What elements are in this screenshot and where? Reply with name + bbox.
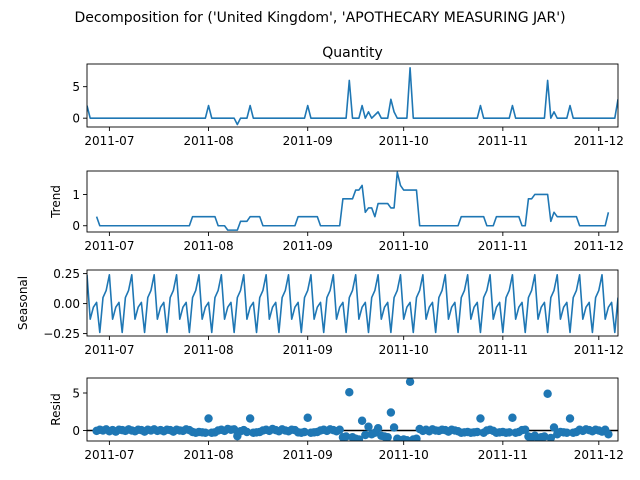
resid-point xyxy=(229,425,239,434)
seasonal-data xyxy=(87,274,618,334)
trend-ylabel: Trend xyxy=(49,185,63,219)
trend-xtick-label: 2011-09 xyxy=(283,239,333,253)
trend-ytick-label: 0 xyxy=(72,219,80,233)
quantity-ytick-label: 0 xyxy=(72,111,80,125)
trend-xtick-label: 2011-08 xyxy=(183,239,233,253)
panel-trend: 0 1 2011-07 2011-08 2011-09 2011-10 2011-11 201… xyxy=(49,170,624,253)
quantity-line xyxy=(87,66,618,126)
trend-xtick-label: 2011-07 xyxy=(84,239,134,253)
resid-point xyxy=(473,427,482,437)
resid-point xyxy=(521,425,530,434)
resid-ylabel: Resid xyxy=(49,393,63,425)
quantity-title: Quantity xyxy=(322,45,383,61)
quantity-xtick-label: 2011-09 xyxy=(283,134,333,148)
resid-point xyxy=(505,428,514,437)
quantity-xtick-label: 2011-12 xyxy=(574,134,624,148)
seasonal-ylabel: Seasonal xyxy=(16,276,30,330)
seasonal-xtick-label: 2011-07 xyxy=(84,343,134,357)
seasonal-frame xyxy=(86,269,619,337)
resid-point xyxy=(476,414,485,423)
resid-ytick-label: 0 xyxy=(72,424,80,438)
resid-point xyxy=(335,425,344,434)
resid-point xyxy=(402,436,412,441)
resid-point xyxy=(364,422,373,431)
quantity-xtick-label: 2011-08 xyxy=(183,134,233,148)
seasonal-xtick-label: 2011-10 xyxy=(379,343,429,357)
resid-point xyxy=(300,427,309,437)
resid-point xyxy=(389,423,399,432)
resid-point xyxy=(540,432,549,441)
resid-point xyxy=(341,432,351,441)
resid-point xyxy=(508,413,517,422)
seasonal-xtick-label: 2011-11 xyxy=(478,343,528,357)
resid-point xyxy=(412,434,421,441)
resid-point xyxy=(565,414,575,423)
figure-title: Decomposition for ('United Kingdom', 'AP… xyxy=(74,10,565,26)
trend-frame xyxy=(86,170,619,233)
resid-data xyxy=(87,378,618,441)
resid-point xyxy=(204,414,213,423)
seasonal-xtick-label: 2011-08 xyxy=(183,343,233,357)
seasonal-xtick-label: 2011-09 xyxy=(283,343,333,357)
quantity-ytick-label: 5 xyxy=(72,80,80,94)
resid-frame xyxy=(86,377,619,442)
trend-xtick-label: 2011-12 xyxy=(574,239,624,253)
resid-point xyxy=(604,430,613,439)
seasonal-line xyxy=(87,274,618,334)
trend-data xyxy=(95,171,610,231)
trend-ytick-label: 1 xyxy=(72,188,80,202)
resid-point xyxy=(361,430,370,440)
resid-point xyxy=(562,428,572,437)
resid-point xyxy=(549,423,559,432)
resid-point xyxy=(354,435,364,441)
resid-point xyxy=(303,413,312,422)
panel-quantity: 0 5 2011-07 2011-08 2011-09 2011-10 2011-11 201… xyxy=(72,45,624,148)
resid-xtick-label: 2011-12 xyxy=(574,448,624,462)
seasonal-xtick-label: 2011-12 xyxy=(574,343,624,357)
resid-xtick-label: 2011-09 xyxy=(283,448,333,462)
resid-point xyxy=(345,388,354,397)
resid-point xyxy=(373,424,383,433)
seasonal-ytick-label: −0.25 xyxy=(43,327,80,341)
quantity-data xyxy=(87,66,618,126)
resid-xtick-label: 2011-08 xyxy=(183,448,233,462)
resid-xtick-label: 2011-07 xyxy=(84,448,134,462)
panel-seasonal: 0.25 0.00 −0.25 2011-07 2011-08 2011-09 2011-1… xyxy=(16,267,624,357)
resid-ytick-label: 5 xyxy=(72,386,80,400)
quantity-frame xyxy=(86,63,619,128)
quantity-xtick-label: 2011-11 xyxy=(478,134,528,148)
resid-point xyxy=(386,408,396,417)
quantity-xtick-label: 2011-07 xyxy=(84,134,134,148)
resid-xtick-label: 2011-11 xyxy=(478,448,528,462)
panels: 0 5 2011-07 2011-08 2011-09 2011-10 2011-11 201… xyxy=(16,45,624,462)
resid-point xyxy=(383,433,392,441)
resid-point xyxy=(245,414,255,423)
resid-xtick-label: 2011-10 xyxy=(379,448,429,462)
trend-line xyxy=(95,171,610,231)
quantity-xtick-label: 2011-10 xyxy=(379,134,429,148)
resid-point xyxy=(242,427,252,437)
resid-point xyxy=(201,428,210,437)
panel-resid: 0 5 2011-07 2011-08 2011-09 2011-10 2011-11 201… xyxy=(49,377,624,462)
seasonal-ytick-label: 0.25 xyxy=(53,267,80,281)
seasonal-ytick-label: 0.00 xyxy=(53,297,80,311)
resid-point xyxy=(546,433,556,441)
trend-xtick-label: 2011-11 xyxy=(478,239,528,253)
resid-point xyxy=(357,416,367,425)
resid-point xyxy=(543,389,552,398)
resid-point xyxy=(405,378,415,386)
trend-xtick-label: 2011-10 xyxy=(379,239,429,253)
